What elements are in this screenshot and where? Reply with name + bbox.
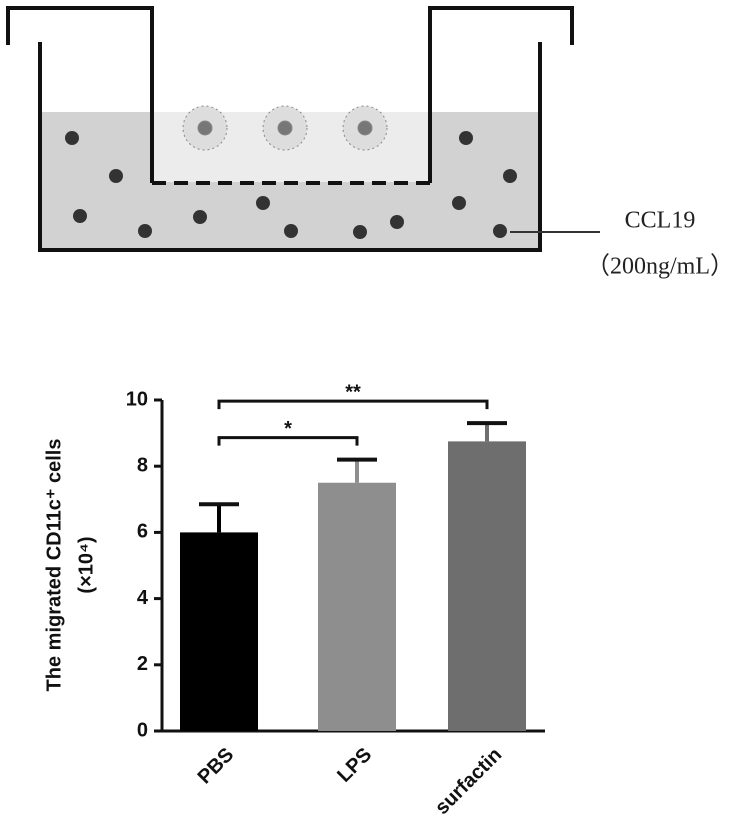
significance-bracket <box>217 436 359 446</box>
dot <box>138 224 152 238</box>
dot <box>65 131 79 145</box>
y-axis-label: (×10⁴) <box>75 536 97 593</box>
transwell-diagram: CCL19 （200ng/mL） <box>6 6 734 280</box>
x-tick-label: surfactin <box>431 744 506 819</box>
diagram-concentration: （200ng/mL） <box>586 254 734 280</box>
y-tick-label: 4 <box>137 587 149 609</box>
significance-label: ** <box>345 381 361 403</box>
significance-label: * <box>284 418 292 440</box>
bar <box>318 482 396 731</box>
x-tick-label: LPS <box>333 744 376 787</box>
dot <box>493 224 507 238</box>
nucleus <box>357 120 373 136</box>
y-tick-label: 8 <box>137 454 148 476</box>
dot <box>73 209 87 223</box>
insert-right <box>428 6 574 183</box>
dot <box>256 196 270 210</box>
dot <box>193 210 207 224</box>
insert-left <box>6 6 154 183</box>
y-axis-label: The migrated CD11c⁺ cells <box>43 439 65 692</box>
diagram-label: CCL19 <box>625 208 696 234</box>
dot <box>452 196 466 210</box>
significance-bracket <box>217 399 489 410</box>
dot <box>109 169 123 183</box>
dot <box>353 225 367 239</box>
dot <box>503 169 517 183</box>
dot <box>390 215 404 229</box>
bar <box>180 532 258 731</box>
dot <box>284 224 298 238</box>
nucleus <box>197 120 213 136</box>
y-tick-label: 10 <box>126 388 148 410</box>
dot <box>459 131 473 145</box>
y-tick-label: 2 <box>137 653 148 675</box>
chemokine-dots <box>65 131 517 239</box>
y-tick-label: 6 <box>137 521 148 543</box>
nucleus <box>277 120 293 136</box>
y-tick-label: 0 <box>137 719 148 741</box>
cells <box>182 105 388 151</box>
x-tick-label: PBS <box>194 744 239 789</box>
well <box>38 42 542 252</box>
bar <box>448 441 526 731</box>
